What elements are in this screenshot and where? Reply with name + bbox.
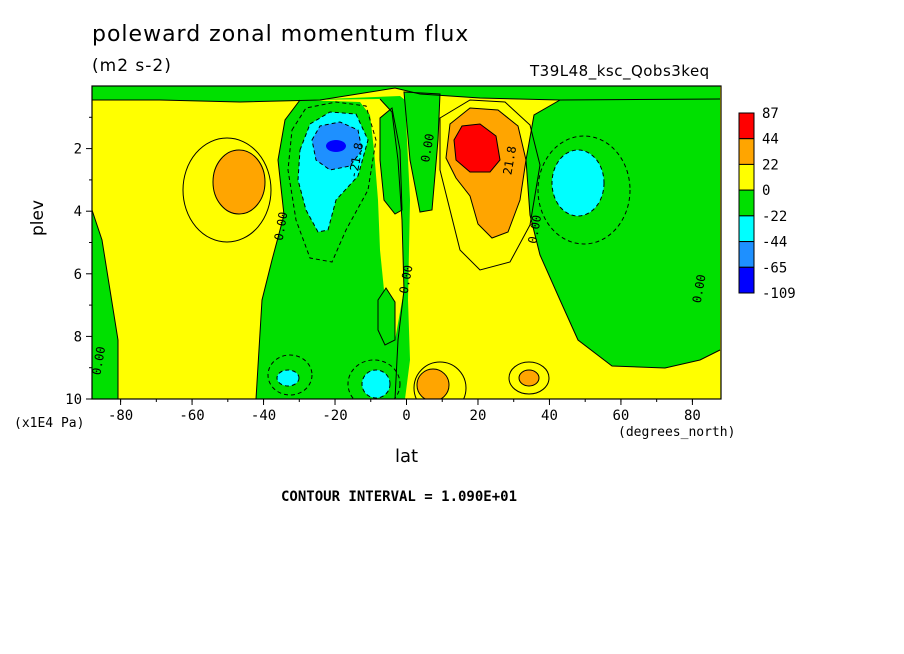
contour-neg-sh-low — [276, 369, 300, 387]
y-tick-label: 10 — [65, 392, 82, 408]
region-negative-nh-midlat — [552, 150, 604, 216]
contour-pos-nh-jet-outer — [445, 107, 527, 239]
colorbar-swatch — [738, 163, 755, 191]
contour-neg-sh-low-ring — [267, 354, 313, 396]
x-tick-label: -40 — [251, 408, 276, 424]
x-tick-label: -80 — [108, 408, 133, 424]
colorbar-label: 44 — [762, 132, 779, 148]
colorbar-swatch — [738, 138, 755, 165]
y-tick-label: 8 — [74, 329, 82, 345]
x-tick-label: 40 — [541, 408, 558, 424]
region-positive-sh-midlat — [213, 150, 265, 214]
colorbar-label: -65 — [762, 260, 787, 276]
colorbar-swatch — [738, 215, 755, 243]
contour-pos-sh-midlat-ring — [182, 137, 272, 243]
contour-zero-sh-mid-right — [379, 98, 405, 399]
region-negative-sh-midlat — [256, 96, 410, 399]
x-axis-label: lat — [395, 446, 419, 467]
contour-pos-nh-jet-ring — [439, 99, 541, 271]
y-axis-units: (x1E4 Pa) — [14, 416, 85, 431]
contour-label: 0.00 — [272, 211, 291, 242]
colorbar-label: 22 — [762, 157, 779, 173]
contour-label: 21.8 — [500, 145, 519, 176]
contour-zero-nh-mid — [525, 99, 721, 369]
contour-pos-sh-midlat — [212, 149, 266, 215]
x-tick-label: -60 — [179, 408, 204, 424]
x-tick-label: -20 — [322, 408, 347, 424]
contour-neg-sh-jet-core — [311, 121, 363, 171]
x-tick-label: 0 — [402, 408, 410, 424]
contour-label: 0.00 — [690, 273, 709, 304]
contour-pos-nh-low-2 — [518, 369, 540, 387]
region-positive-nh-low — [417, 369, 449, 399]
contour-label: 0.00 — [89, 345, 108, 376]
region-negative-equator-strip — [380, 108, 402, 214]
colorbar-label: 0 — [762, 183, 770, 199]
contour-label: 0.00 — [418, 132, 437, 163]
contour-pos-nh-jet-core — [453, 123, 501, 173]
contour-zero-top — [92, 87, 721, 103]
chart-units: (m2 s-2) — [92, 56, 172, 76]
contour-zero-sh-mid-left — [255, 99, 301, 399]
x-tick-label: 20 — [470, 408, 487, 424]
colorbar-label: -22 — [762, 209, 787, 225]
region-negative-equator-low — [378, 288, 395, 345]
contour-neg-sh-jet-ring — [287, 101, 377, 263]
contour-neg-eq-low-ring — [347, 359, 401, 399]
contour-neg-sh-jet-outer — [297, 111, 369, 233]
y-tick-label: 2 — [74, 142, 82, 158]
contour-pos-nh-low — [416, 368, 450, 399]
region-negative-top-band — [92, 86, 720, 102]
y-tick-label: 6 — [74, 267, 82, 283]
y-tick-label: 4 — [74, 204, 82, 220]
contour-neg-nh-midlat-ring — [537, 135, 631, 245]
colorbar-swatch — [738, 266, 755, 294]
region-negative-sh-jet-peak — [326, 140, 346, 152]
colorbar-swatch — [738, 241, 755, 268]
region-negative-top-equator — [404, 92, 440, 212]
contour-label: 0.00 — [525, 214, 544, 245]
contour-neg-eq-low — [361, 369, 391, 399]
contour-label: -21.8 — [346, 141, 366, 179]
region-positive-nh-jet-core — [454, 124, 500, 172]
contour-interval-text: CONTOUR INTERVAL = 1.090E+01 — [281, 489, 518, 505]
contour-pos-nh-low-ring — [413, 361, 467, 399]
colorbar-label: -44 — [762, 235, 787, 251]
colorbar-swatch — [738, 189, 755, 217]
region-negative-sh-low — [277, 370, 299, 386]
contour-neg-nh-midlat — [551, 149, 605, 217]
region-negative-equator-low-cyan — [362, 370, 390, 398]
contour-zero-eq-strip — [379, 107, 403, 215]
x-tick-label: 60 — [613, 408, 630, 424]
contour-label: 0.00 — [397, 264, 416, 295]
region-positive-nh-low-2 — [519, 370, 539, 386]
colorbar-swatch — [738, 112, 755, 140]
run-name: T39L48_ksc_Qobs3keq — [530, 62, 710, 80]
contour-pos-nh-low-2-ring — [508, 361, 550, 395]
contour-zero-sh-polar — [92, 209, 119, 399]
colorbar-label: -109 — [762, 286, 796, 302]
chart-title: poleward zonal momentum flux — [92, 22, 470, 47]
x-tick-label: 80 — [684, 408, 701, 424]
contour-zero-equator — [403, 91, 441, 213]
colorbar-label: 87 — [762, 106, 779, 122]
contour-zero-eq-low — [377, 287, 396, 346]
x-axis-units: (degrees_north) — [618, 425, 736, 440]
region-negative-sh-polar — [92, 210, 118, 399]
